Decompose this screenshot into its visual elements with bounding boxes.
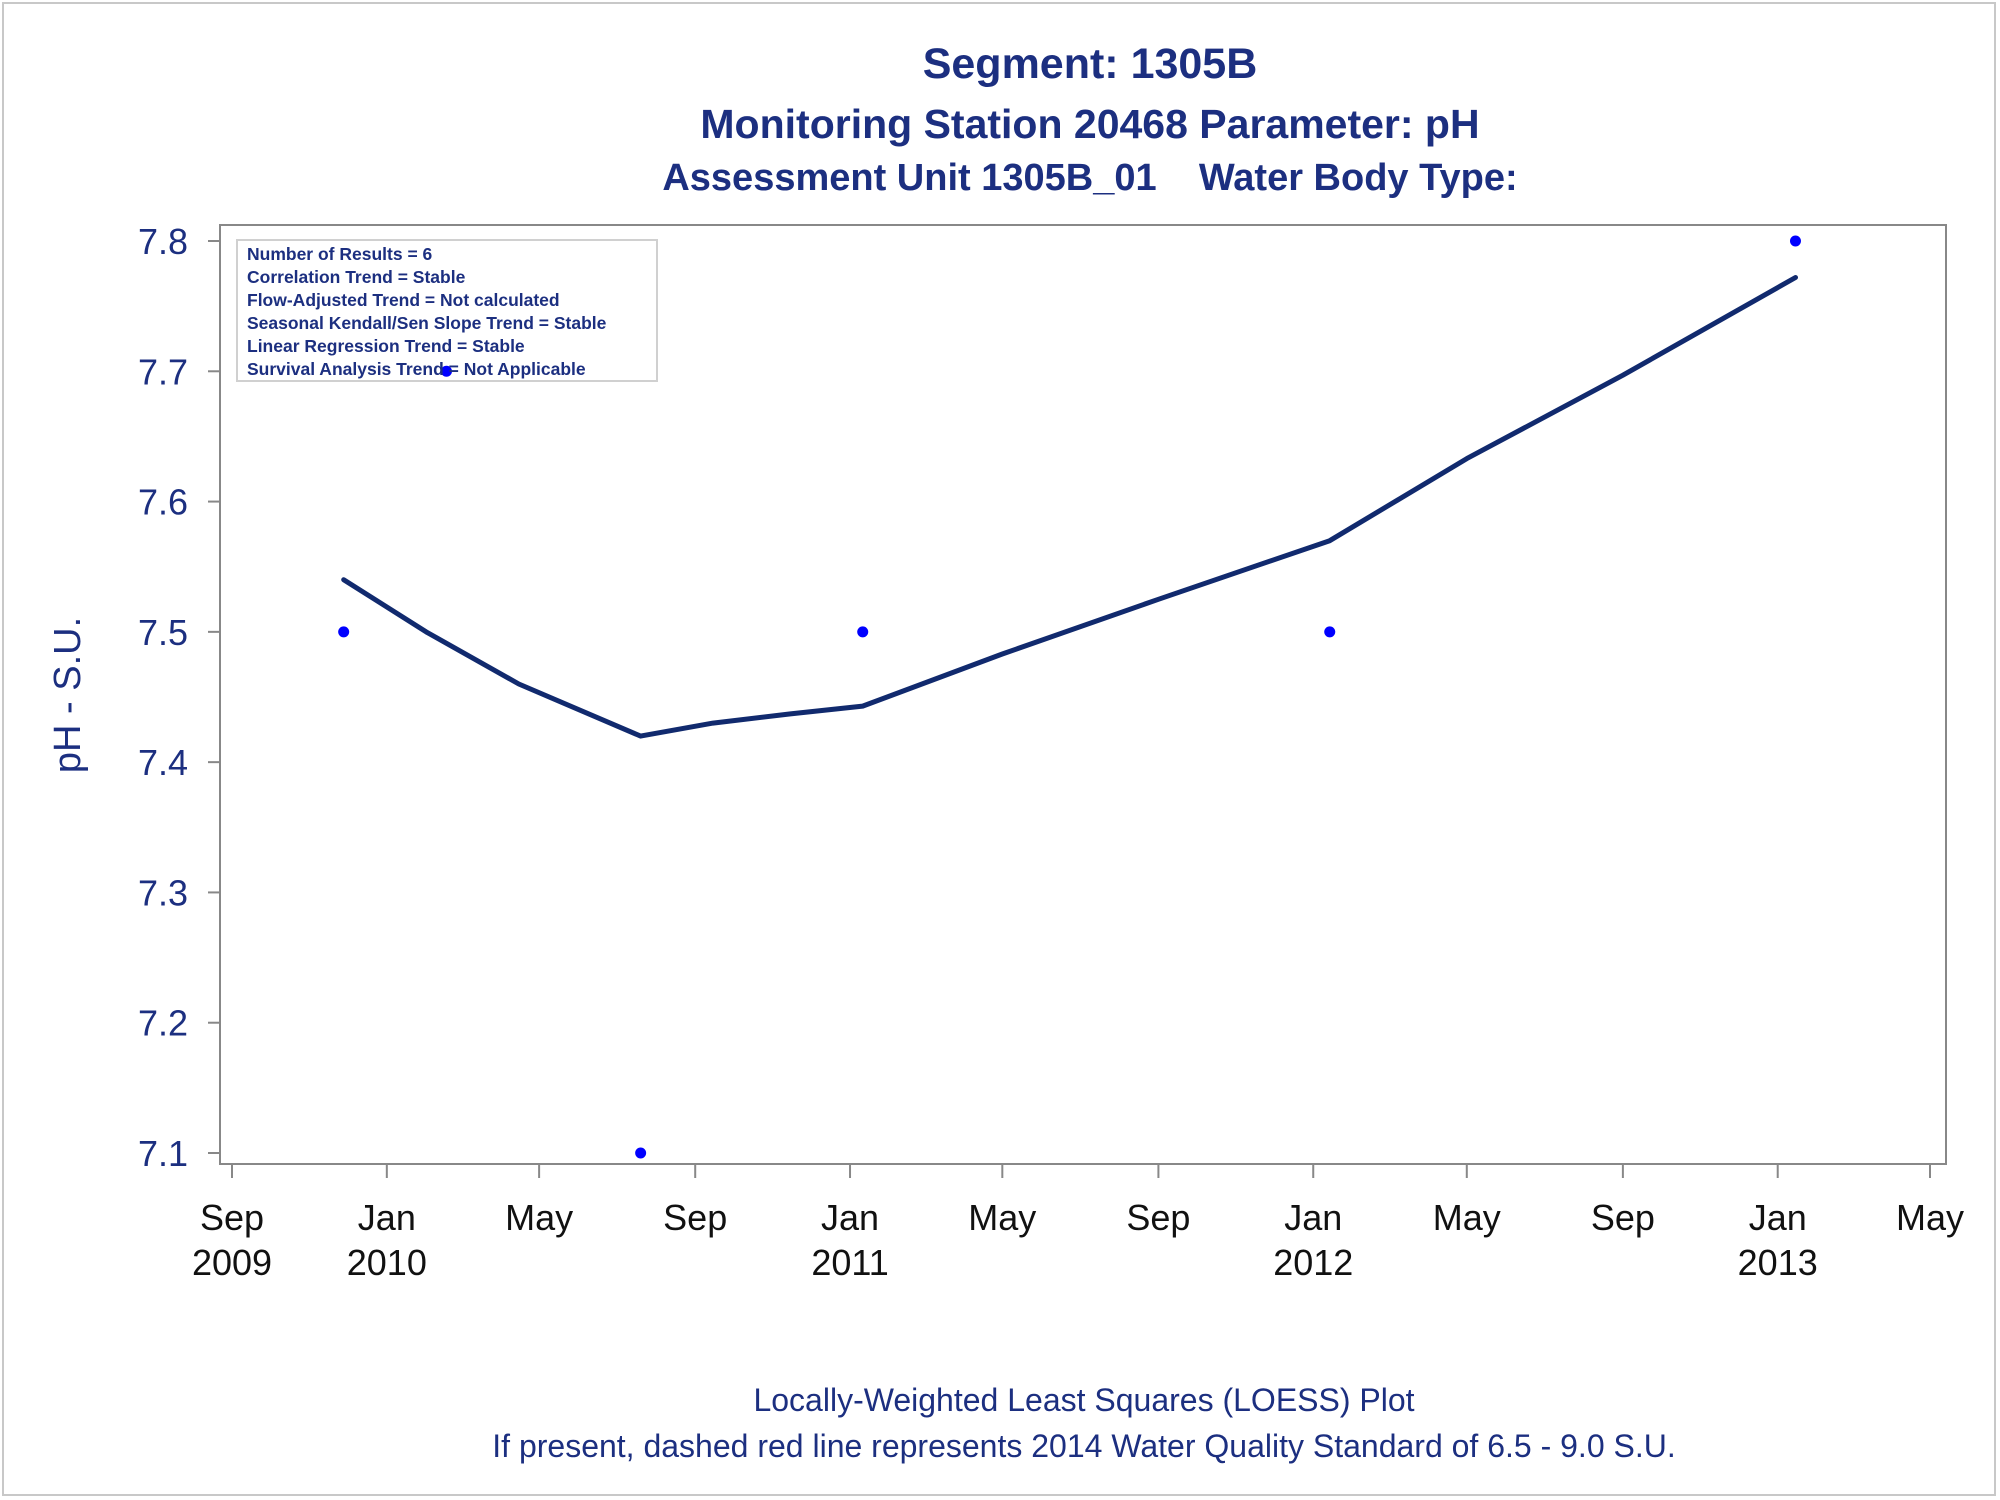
- data-point: [1789, 235, 1801, 247]
- x-tick-year-label: 2012: [1273, 1242, 1353, 1283]
- y-tick-label: 7.6: [138, 482, 188, 523]
- x-tick-label: May: [968, 1197, 1036, 1238]
- stats-line: Seasonal Kendall/Sen Slope Trend = Stabl…: [247, 313, 607, 333]
- y-tick-label: 7.5: [138, 612, 188, 653]
- y-tick-label: 7.2: [138, 1003, 188, 1044]
- x-tick-label: May: [1433, 1197, 1501, 1238]
- stats-line: Flow-Adjusted Trend = Not calculated: [247, 290, 560, 310]
- y-tick-label: 7.1: [138, 1133, 188, 1174]
- data-point: [635, 1147, 647, 1159]
- stats-line: Linear Regression Trend = Stable: [247, 336, 525, 356]
- y-axis: 7.1 7.2 7.3 7.4 7.5 7.6 7.7 7.8: [138, 221, 220, 1174]
- chart-title: Segment: 1305B: [923, 40, 1258, 88]
- x-tick-label: Sep: [663, 1197, 727, 1238]
- data-point: [440, 365, 452, 377]
- y-tick-label: 7.4: [138, 742, 188, 783]
- x-tick-year-label: 2013: [1738, 1242, 1818, 1283]
- footnote-2: If present, dashed red line represents 2…: [492, 1428, 1675, 1464]
- loess-series-line: [341, 275, 1798, 739]
- y-tick-label: 7.8: [138, 221, 188, 262]
- data-point: [338, 626, 350, 638]
- chart-subtitle-1: Monitoring Station 20468 Parameter: pH: [700, 101, 1479, 147]
- stats-box: Number of Results = 6 Correlation Trend …: [236, 239, 658, 382]
- data-point: [857, 626, 869, 638]
- y-tick-label: 7.3: [138, 872, 188, 913]
- stats-line: Correlation Trend = Stable: [247, 267, 466, 287]
- x-tick-label: Sep: [1126, 1197, 1190, 1238]
- stats-line: Survival Analysis Trend = Not Applicable: [247, 359, 586, 379]
- x-tick-label: Sep: [200, 1197, 264, 1238]
- x-tick-label: Jan: [1749, 1197, 1807, 1238]
- x-tick-label: Jan: [358, 1197, 416, 1238]
- stats-box-border: [236, 239, 658, 382]
- chart-subtitle-2: Assessment Unit 1305B_01 Water Body Type…: [662, 157, 1517, 199]
- y-axis-label: pH - S.U.: [47, 617, 89, 773]
- x-tick-year-label: 2011: [811, 1242, 888, 1283]
- footnote-1: Locally-Weighted Least Squares (LOESS) P…: [753, 1382, 1414, 1418]
- x-tick-label: May: [505, 1197, 573, 1238]
- y-tick-label: 7.7: [138, 351, 188, 392]
- x-tick-label: Jan: [821, 1197, 879, 1238]
- x-tick-year-label: 2009: [192, 1242, 272, 1283]
- data-point: [1324, 626, 1336, 638]
- stats-line: Number of Results = 6: [247, 244, 433, 264]
- x-tick-label: Jan: [1284, 1197, 1342, 1238]
- x-tick-year-label: 2010: [347, 1242, 427, 1283]
- data-points: [338, 235, 1801, 1159]
- x-tick-label: May: [1896, 1197, 1964, 1238]
- x-tick-label: Sep: [1591, 1197, 1655, 1238]
